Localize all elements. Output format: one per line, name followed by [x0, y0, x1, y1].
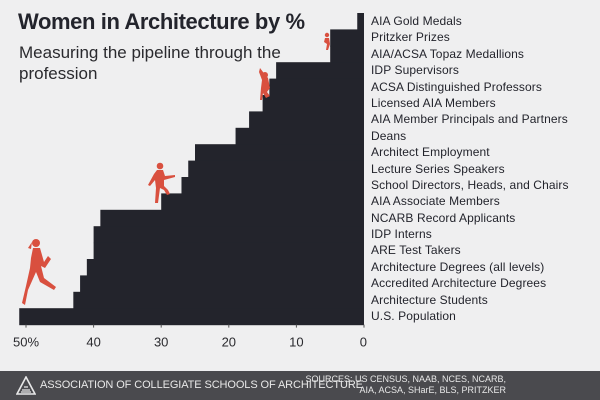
top-climber-figure-icon	[324, 32, 330, 50]
x-tick-label-0: 50%	[13, 335, 39, 350]
bar-13	[93, 226, 364, 244]
walker-figure-icon	[148, 162, 175, 203]
category-label-8: Architect Employment	[371, 145, 490, 160]
category-label-11: AIA Associate Members	[371, 194, 500, 209]
runner-figure-icon	[22, 239, 56, 305]
climber-figure-icon	[259, 68, 270, 100]
acsa-logo-icon	[16, 376, 36, 395]
category-label-12: NCARB Record Applicants	[371, 210, 516, 225]
sources: SOURCES: US CENSUS, NAAB, NCES, NCARB, A…	[206, 374, 506, 396]
bar-6	[249, 111, 364, 129]
footer: ASSOCIATION OF COLLEGIATE SCHOOLS OF ARC…	[0, 371, 600, 400]
category-label-7: Deans	[371, 128, 407, 143]
category-label-5: Licensed AIA Members	[371, 95, 496, 110]
category-label-3: IDP Supervisors	[371, 63, 459, 78]
category-label-16: Accredited Architecture Degrees	[371, 276, 547, 291]
category-label-13: IDP Interns	[371, 227, 432, 242]
chart-subtitle: Measuring the pipeline through the profe…	[19, 43, 281, 83]
category-label-0: AIA Gold Medals	[371, 14, 462, 28]
bar-1	[330, 29, 364, 47]
sources-line-1: SOURCES: US CENSUS, NAAB, NCES, NCARB,	[305, 374, 506, 384]
category-label-1: Pritzker Prizes	[371, 30, 450, 45]
bar-17	[73, 291, 364, 309]
bar-16	[80, 275, 364, 293]
category-label-18: U.S. Population	[371, 309, 456, 324]
bar-2	[330, 45, 364, 63]
bar-5	[262, 95, 364, 112]
organization-name: ASSOCIATION OF COLLEGIATE SCHOOLS OF ARC…	[40, 379, 363, 391]
bar-15	[86, 259, 364, 276]
bar-0	[357, 13, 364, 30]
category-label-4: ACSA Distinguished Professors	[371, 79, 542, 94]
category-label-10: School Directors, Heads, and Chairs	[371, 177, 569, 192]
x-tick-label-4: 10	[289, 335, 303, 350]
bar-4	[269, 78, 364, 96]
bar-14	[93, 242, 364, 260]
category-label-2: AIA/ACSA Topaz Medallions	[371, 46, 525, 61]
bar-8	[195, 144, 364, 162]
category-label-15: Architecture Degrees (all levels)	[371, 259, 545, 274]
bar-9	[188, 160, 364, 178]
category-labels: AIA Gold Medals Pritzker Prizes AIA/ACSA T…	[371, 13, 569, 324]
chart-title: Women in Architecture by %	[18, 9, 305, 34]
bar-7	[235, 127, 364, 145]
bar-10	[181, 177, 364, 194]
category-label-9: Lecture Series Speakers	[371, 161, 505, 176]
bar-11	[161, 193, 364, 211]
category-label-14: ARE Test Takers	[371, 243, 461, 258]
bar-3	[276, 62, 364, 80]
bar-12	[100, 209, 365, 227]
category-label-17: Architecture Students	[371, 292, 488, 307]
x-tick-label-1: 40	[86, 335, 100, 350]
x-tick-label-5: 0	[360, 335, 367, 350]
sources-line-2: AIA, ACSA, SHarE, BLS, PRITZKER	[359, 385, 506, 395]
x-tick-label-2: 30	[154, 335, 168, 350]
staircase-chart: 50% 40 30 20 10 0	[13, 13, 367, 350]
bar-18	[19, 308, 365, 326]
x-tick-label-3: 20	[222, 335, 236, 350]
category-label-6: AIA Member Principals and Partners	[371, 112, 568, 127]
